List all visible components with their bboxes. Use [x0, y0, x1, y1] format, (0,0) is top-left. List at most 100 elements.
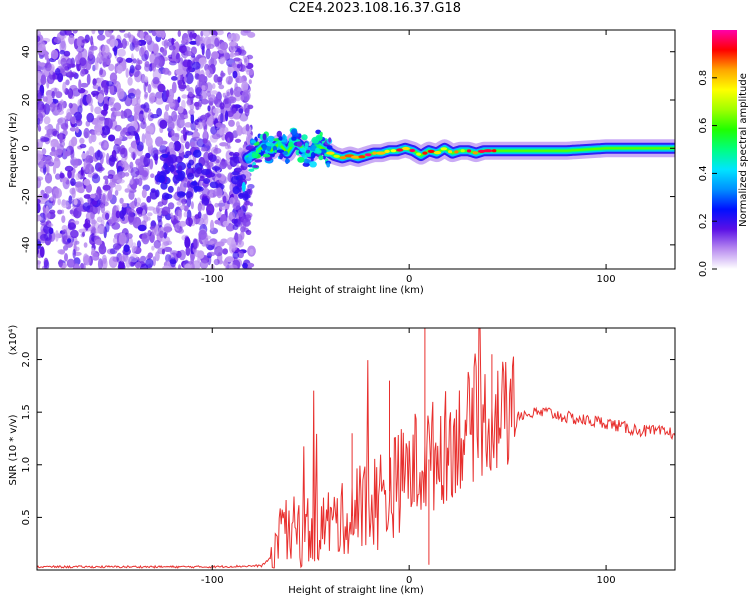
- y-tick-label: 20: [21, 94, 32, 107]
- noise-speckle: [129, 178, 134, 185]
- noise-speckle: [40, 221, 49, 226]
- noise-speckle: [132, 58, 137, 64]
- ridge-peak: [390, 149, 397, 153]
- noise-speckle: [59, 99, 65, 111]
- noise-speckle: [206, 203, 215, 216]
- noise-speckle: [183, 76, 187, 83]
- colorbar-tick-label: 0.0: [698, 261, 709, 277]
- noise-speckle: [115, 184, 122, 192]
- noise-speckle: [64, 119, 69, 128]
- noise-speckle: [167, 102, 175, 108]
- snr-x-ticks: -100 0 100: [201, 328, 616, 586]
- noise-speckle: [123, 244, 130, 253]
- noise-speckle: [106, 80, 114, 87]
- noise-speckle: [190, 46, 197, 55]
- noise-speckle: [153, 239, 161, 249]
- noise-speckle: [246, 69, 254, 76]
- noise-speckle: [102, 184, 111, 191]
- noise-speckle: [192, 238, 198, 250]
- noise-speckle: [225, 76, 233, 85]
- ridge-peak: [492, 149, 497, 153]
- ridge-blob: [296, 141, 303, 148]
- colorbar-tick-label: 0.8: [698, 70, 709, 86]
- spectrogram-x-ticks: -100 0 100: [201, 30, 616, 285]
- noise-speckle: [128, 190, 135, 200]
- noise-speckle: [97, 86, 101, 91]
- noise-speckle: [233, 218, 241, 227]
- noise-speckle: [164, 193, 173, 199]
- noise-speckle: [85, 211, 95, 221]
- noise-speckle: [136, 58, 141, 70]
- noise-speckle: [91, 90, 99, 96]
- noise-speckle: [141, 189, 147, 199]
- noise-speckle: [44, 61, 52, 72]
- noise-speckle: [86, 73, 91, 86]
- noise-speckle: [167, 202, 175, 210]
- noise-speckle: [132, 41, 142, 46]
- noise-speckle: [226, 91, 230, 97]
- noise-speckle: [225, 256, 235, 263]
- noise-speckle: [54, 157, 60, 162]
- noise-speckle: [237, 250, 244, 259]
- noise-speckle: [167, 121, 175, 130]
- noise-speckle: [194, 36, 203, 42]
- noise-speckle: [83, 178, 91, 186]
- noise-speckle: [51, 90, 55, 99]
- noise-speckle: [241, 190, 249, 201]
- colorbar-tick-label: 0.4: [698, 165, 709, 181]
- snr-panel: -100 0 100 0.5 1.0 1.5 2.0 Height of straight…: [8, 325, 676, 596]
- noise-speckle: [210, 219, 214, 232]
- noise-speckle: [173, 140, 182, 152]
- noise-speckle: [129, 64, 135, 74]
- noise-speckle: [189, 40, 198, 45]
- ridge-blob: [279, 153, 284, 160]
- noise-speckle: [204, 82, 213, 93]
- noise-speckle: [143, 102, 150, 113]
- noise-speckle: [67, 238, 72, 243]
- noise-speckle: [72, 30, 78, 34]
- noise-speckle: [145, 136, 153, 147]
- noise-speckle: [159, 119, 168, 129]
- noise-speckle: [101, 125, 111, 136]
- noise-speckle: [83, 242, 88, 248]
- noise-speckle: [57, 59, 62, 65]
- noise-speckle: [222, 126, 229, 134]
- noise-speckle: [222, 92, 226, 98]
- y-tick-label: 40: [21, 45, 32, 58]
- noise-speckle: [215, 122, 223, 128]
- noise-speckle: [109, 38, 119, 49]
- colorbar-tick-label: 0.2: [698, 213, 709, 229]
- noise-speckle: [137, 224, 147, 232]
- noise-speckle: [116, 56, 124, 63]
- noise-speckle: [184, 50, 193, 57]
- noise-speckle: [85, 163, 94, 175]
- noise-speckle: [97, 93, 104, 104]
- noise-speckle: [204, 237, 209, 248]
- noise-speckle: [79, 137, 85, 144]
- noise-speckle: [94, 106, 102, 115]
- noise-speckle: [75, 126, 79, 133]
- noise-speckle: [213, 258, 220, 266]
- snr-x-label: Height of straight line (km): [288, 585, 424, 596]
- noise-speckle: [195, 167, 203, 175]
- noise-speckle: [155, 136, 164, 147]
- noise-speckle: [68, 102, 73, 109]
- noise-speckle: [222, 195, 227, 204]
- noise-speckle: [98, 244, 107, 255]
- noise-speckle: [163, 39, 169, 49]
- noise-speckle: [37, 177, 42, 189]
- noise-speckle: [88, 135, 93, 144]
- noise-speckle: [37, 35, 41, 43]
- noise-speckle: [131, 242, 137, 252]
- noise-speckle: [94, 239, 103, 246]
- noise-speckle: [212, 166, 221, 171]
- noise-speckle: [43, 259, 50, 269]
- noise-speckle: [129, 253, 139, 263]
- noise-speckle: [42, 96, 48, 102]
- noise-speckle: [199, 114, 208, 124]
- noise-speckle: [69, 209, 74, 215]
- ridge-blob: [302, 162, 310, 167]
- noise-speckle: [117, 171, 126, 179]
- noise-speckle: [200, 43, 206, 50]
- noise-speckle: [94, 58, 98, 70]
